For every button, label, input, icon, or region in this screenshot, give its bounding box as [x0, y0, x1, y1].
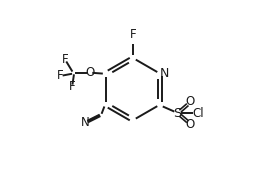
- Text: F: F: [130, 28, 137, 41]
- Text: O: O: [186, 95, 195, 108]
- Text: N: N: [80, 116, 89, 129]
- Text: F: F: [69, 80, 75, 93]
- Text: O: O: [85, 66, 95, 79]
- Text: Cl: Cl: [193, 107, 204, 120]
- Text: O: O: [186, 118, 195, 131]
- Text: F: F: [57, 69, 64, 82]
- Text: F: F: [62, 53, 68, 66]
- Text: N: N: [160, 67, 169, 80]
- Text: S: S: [174, 107, 182, 120]
